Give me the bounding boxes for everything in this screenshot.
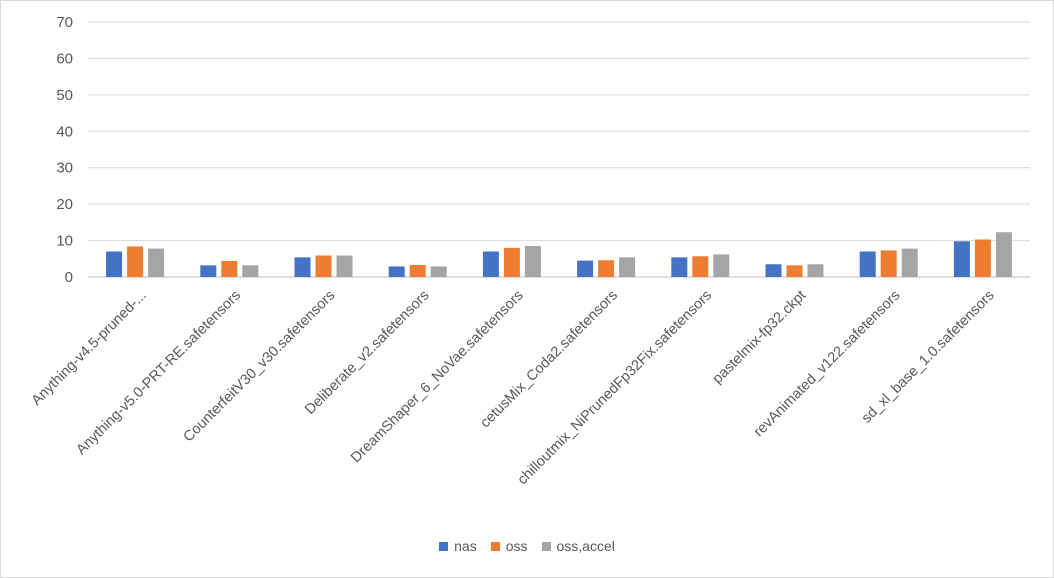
bar-oss-accel: [336, 255, 353, 277]
bar-oss-accel: [148, 248, 165, 277]
legend-item: nas: [439, 538, 477, 554]
y-tick-label: 10: [56, 233, 73, 250]
x-category-label: CounterfeitV30_v30.safetensors: [181, 288, 339, 446]
bar-oss-accel: [901, 248, 918, 277]
gridlines: [88, 21, 1030, 278]
y-axis-tick-labels: 0 10 20 30 40 50 60 70: [56, 14, 73, 286]
bar-nas: [106, 251, 123, 277]
bar-oss-accel: [713, 254, 730, 277]
y-tick-label: 60: [56, 50, 73, 67]
x-axis-category-labels: Anything-v4.5-pruned-...Anything-v5.0-PR…: [29, 288, 998, 489]
legend-label: oss: [505, 538, 528, 554]
y-tick-label: 40: [56, 123, 73, 140]
x-category-label: chilloutmix_NiPrunedFp32Fix.safetensors: [515, 288, 716, 489]
bar-oss-accel: [619, 257, 636, 277]
legend-swatch: [541, 541, 551, 551]
bar-oss: [503, 247, 520, 277]
bar-oss-accel: [807, 264, 824, 277]
bar-oss: [315, 255, 332, 277]
bar-nas: [482, 251, 499, 277]
bar-oss-accel: [242, 265, 259, 277]
legend-swatch: [439, 541, 449, 551]
x-category-label: Anything-v5.0-PRT-RE.safetensors: [73, 288, 244, 459]
bar-nas: [577, 260, 594, 277]
legend-label: oss,accel: [556, 538, 615, 554]
legend-item: oss,accel: [541, 538, 615, 554]
x-category-label: pastelmix-fp32.ckpt: [710, 288, 810, 388]
bar-nas: [671, 257, 688, 277]
bar-oss: [880, 250, 897, 277]
bar-oss: [598, 260, 615, 277]
y-tick-label: 50: [56, 87, 73, 104]
bar-nas: [388, 266, 405, 277]
y-tick-label: 0: [65, 269, 73, 286]
x-category-label: DreamShaper_6_NoVae.safetensors: [348, 288, 527, 467]
bar-nas: [294, 257, 311, 277]
bar-nas: [200, 265, 217, 277]
legend-swatch: [490, 541, 500, 551]
bar-nas: [765, 264, 782, 277]
legend-label: nas: [454, 538, 477, 554]
bar-oss-accel: [524, 246, 541, 277]
bar-oss: [221, 260, 238, 277]
bar-oss: [974, 239, 991, 277]
legend: nas oss oss,accel: [0, 538, 1054, 554]
bar-oss: [127, 246, 144, 277]
bar-oss: [786, 265, 803, 277]
bar-oss: [409, 264, 426, 277]
y-tick-label: 70: [56, 14, 73, 31]
bar-nas: [859, 251, 876, 277]
legend-item: oss: [490, 538, 528, 554]
bar-oss-accel: [430, 266, 447, 277]
y-tick-label: 20: [56, 196, 73, 213]
y-tick-label: 30: [56, 160, 73, 177]
bar-oss: [692, 256, 709, 277]
bar-nas: [953, 241, 970, 277]
bar-oss-accel: [995, 232, 1012, 277]
bars: [106, 232, 1012, 277]
